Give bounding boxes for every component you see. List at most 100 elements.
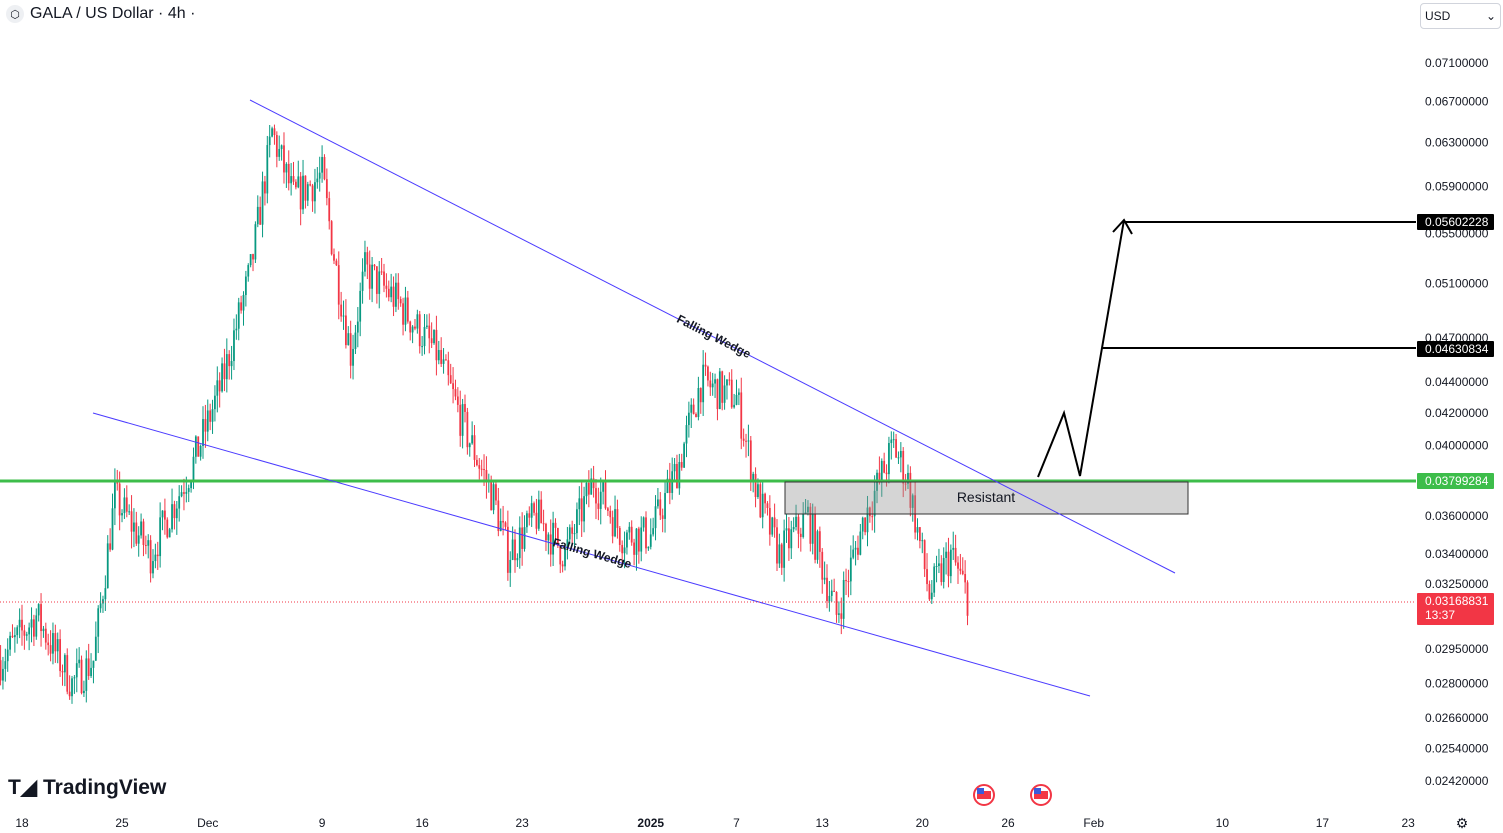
candle-body: [99, 603, 102, 609]
candle-body: [37, 604, 40, 616]
candle-body: [504, 522, 507, 527]
candle-body: [173, 504, 176, 519]
candle-body: [652, 528, 655, 535]
candle-body: [564, 547, 566, 567]
candle-body: [47, 642, 50, 646]
candle-body: [616, 509, 619, 528]
candle-body: [745, 440, 747, 442]
candle-body: [183, 492, 185, 494]
candle-body: [433, 329, 435, 344]
candle-body: [807, 506, 809, 513]
candle-body: [347, 333, 350, 346]
candle-body: [735, 394, 738, 405]
candle-body: [523, 527, 526, 549]
upper-wedge-label: Falling Wedge: [674, 312, 753, 361]
candle-body: [185, 491, 188, 494]
settings-gear-icon[interactable]: ⚙: [1456, 815, 1469, 831]
candle-body: [899, 450, 902, 458]
candle-body: [256, 206, 259, 225]
candle-body: [947, 551, 950, 577]
candle-body: [75, 663, 78, 678]
candle-body: [749, 440, 752, 483]
candle-body: [356, 321, 359, 333]
currency-select[interactable]: USD ⌄: [1420, 3, 1501, 29]
candle-body: [430, 338, 433, 344]
candle-body: [585, 482, 588, 497]
candle-body: [299, 176, 302, 210]
x-tick-label: 23: [515, 816, 529, 830]
candle-body: [847, 581, 850, 583]
candle-body: [249, 254, 252, 266]
candle-body: [909, 472, 912, 508]
candle-body: [416, 314, 419, 329]
candle-body: [528, 513, 531, 518]
candle-body: [268, 136, 271, 146]
candle-body: [854, 547, 857, 550]
candle-body: [933, 566, 936, 593]
candle-body: [85, 658, 88, 691]
gala-logo-icon: ⬡: [6, 5, 24, 23]
candle-body: [697, 388, 700, 417]
candle-body: [52, 633, 54, 654]
candle-body: [97, 608, 100, 637]
candle-body: [838, 613, 840, 615]
candle-body: [40, 604, 42, 632]
candle-body: [506, 526, 509, 573]
candle-body: [702, 364, 705, 403]
candle-body: [466, 411, 469, 448]
candle-body: [113, 482, 116, 509]
candle-body: [923, 540, 926, 570]
candle-body: [904, 483, 907, 485]
y-tick-label: 0.02540000: [1425, 742, 1489, 756]
candle-body: [464, 404, 466, 412]
candle-body: [811, 513, 814, 544]
candle-body: [626, 532, 628, 548]
symbol-title[interactable]: ⬡ GALA / US Dollar · 4h ·: [6, 5, 195, 23]
candle-body: [452, 383, 454, 390]
candle-body: [609, 510, 612, 518]
candle-body: [287, 163, 290, 184]
y-tick-label: 0.05900000: [1425, 179, 1489, 193]
y-tick-label: 0.03400000: [1425, 547, 1489, 561]
candle-body: [935, 565, 938, 567]
candle-body: [125, 497, 128, 512]
candle-body: [623, 547, 626, 554]
candle-body: [316, 178, 319, 183]
candle-body: [754, 473, 757, 498]
candle-body: [714, 379, 716, 384]
candle-body: [890, 439, 893, 444]
candle-body: [206, 410, 209, 432]
candle-body: [221, 363, 223, 392]
candle-body: [606, 508, 609, 511]
candle-body: [459, 404, 462, 436]
candle-body: [137, 535, 140, 544]
y-tick-label: 0.07100000: [1425, 56, 1489, 70]
candle-body: [211, 409, 214, 422]
candle-body: [133, 522, 135, 532]
candle-body: [857, 547, 859, 555]
x-tick-label: 20: [916, 816, 930, 830]
candle-body: [230, 361, 233, 367]
candle-body: [218, 380, 221, 392]
candle-body: [852, 549, 855, 558]
candle-body: [661, 515, 664, 519]
candle-body: [244, 276, 247, 296]
flag-canton: [977, 788, 984, 794]
candle-body: [294, 181, 297, 188]
x-tick-label: 17: [1316, 816, 1330, 830]
candle-body: [776, 527, 778, 564]
us-economic-event-icon[interactable]: [1030, 784, 1052, 806]
us-economic-event-icon[interactable]: [973, 784, 995, 806]
candle-body: [304, 175, 307, 201]
tv-logo-icon: T◢: [8, 776, 37, 799]
candle-body: [599, 491, 602, 509]
candle-body: [647, 546, 650, 549]
candle-body: [828, 595, 831, 602]
candle-body: [597, 503, 600, 509]
candle-body: [28, 627, 31, 635]
candle-body: [285, 163, 288, 173]
candle-body: [618, 527, 621, 545]
candle-body: [954, 547, 957, 563]
candle-body: [49, 645, 52, 654]
